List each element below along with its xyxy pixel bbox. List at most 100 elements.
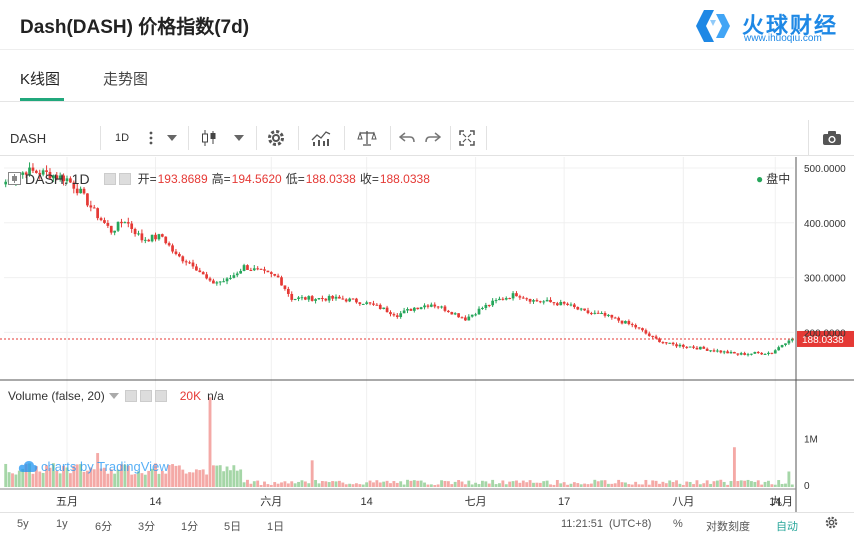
volume-close-icon[interactable] xyxy=(154,390,167,402)
candle-body xyxy=(447,310,450,313)
candle-body xyxy=(303,297,307,300)
camera-icon[interactable] xyxy=(808,120,854,156)
volume-bar xyxy=(569,483,573,487)
volume-eye-icon[interactable] xyxy=(124,390,137,402)
chart-type-dropdown-icon[interactable] xyxy=(228,120,250,156)
candle-body xyxy=(433,304,437,307)
candle-body xyxy=(678,344,682,347)
range-6m[interactable]: 6分 xyxy=(95,521,113,533)
volume-bar xyxy=(419,480,423,487)
candle-body xyxy=(770,352,774,354)
volume-bar xyxy=(140,473,144,487)
candle-body xyxy=(705,348,709,351)
interval-button[interactable]: 1D xyxy=(114,132,130,144)
candle-body xyxy=(528,298,532,302)
fullscreen-icon[interactable] xyxy=(454,120,480,156)
volume-bar xyxy=(320,481,324,487)
candle-body xyxy=(239,270,243,274)
volume-bar xyxy=(726,484,730,487)
candle-body xyxy=(630,324,634,326)
candle-body xyxy=(644,330,648,334)
redo-icon[interactable] xyxy=(420,120,446,156)
volume-bar xyxy=(722,481,726,487)
tab-trend[interactable]: 走势图 xyxy=(103,71,149,88)
volume-bar xyxy=(406,479,409,487)
candle-body xyxy=(739,353,743,355)
volume-bar xyxy=(658,483,661,487)
candle-body xyxy=(160,234,164,237)
page-title: Dash(DASH) 价格指数(7d) xyxy=(20,17,250,38)
candle-body xyxy=(576,307,580,310)
candle-body xyxy=(712,350,716,352)
volume-bar xyxy=(24,464,28,487)
candle-body xyxy=(443,306,447,311)
candle-body xyxy=(297,297,300,299)
candle-body xyxy=(743,353,746,355)
candle-body xyxy=(392,314,396,316)
candle-body xyxy=(92,207,96,209)
percent-toggle[interactable]: % xyxy=(673,518,683,530)
tab-kline[interactable]: K线图 xyxy=(20,71,61,88)
volume-bar xyxy=(51,463,55,487)
volume-bar xyxy=(215,465,219,487)
gear-icon[interactable] xyxy=(825,516,838,532)
candle-body xyxy=(52,175,55,179)
volume-legend: Volume (false, 20) 20K n/a xyxy=(8,389,224,403)
chevron-down-icon[interactable] xyxy=(108,393,119,399)
timezone[interactable]: (UTC+8) xyxy=(609,518,652,530)
volume-bar xyxy=(508,481,512,487)
candle-body xyxy=(716,350,719,352)
tradingview-watermark[interactable]: charts by TradingView xyxy=(18,459,169,474)
candle-body xyxy=(651,335,655,337)
volume-bar xyxy=(120,464,123,487)
toolbar-divider xyxy=(256,126,257,150)
logo-mark-icon xyxy=(696,10,730,42)
candle-body xyxy=(38,172,42,175)
interval-dropdown-icon[interactable] xyxy=(162,120,182,156)
candle-body xyxy=(331,295,334,299)
collapse-legend-icon[interactable] xyxy=(8,172,21,185)
volume-bar xyxy=(596,481,600,487)
volume-bar xyxy=(559,483,563,487)
chart-canvas[interactable]: 188.0338 500.0000 400.0000 300.0000 200.000… xyxy=(0,157,854,512)
active-tab-indicator xyxy=(20,98,64,101)
volume-settings-icon[interactable] xyxy=(139,390,152,402)
range-1y[interactable]: 1y xyxy=(56,518,68,530)
candle-body xyxy=(620,320,624,324)
more-icon[interactable] xyxy=(140,120,162,156)
huoqiu-logo[interactable]: 火球财经 www.ihuoqiu.com xyxy=(694,6,846,46)
candle-body xyxy=(48,171,52,179)
range-1m[interactable]: 1分 xyxy=(181,521,199,533)
candle-body xyxy=(610,314,614,318)
indicators-icon[interactable] xyxy=(304,120,338,156)
candles-icon[interactable] xyxy=(194,120,224,156)
candle-body xyxy=(344,299,348,302)
settings-icon[interactable] xyxy=(260,120,292,156)
candle-body xyxy=(62,175,65,182)
volume-bar xyxy=(511,481,515,487)
range-3m[interactable]: 3分 xyxy=(138,521,156,533)
volume-bar xyxy=(358,484,362,487)
eye-icon[interactable] xyxy=(103,172,116,185)
close-label: 收= xyxy=(359,172,379,186)
legend-settings-icon[interactable] xyxy=(118,172,131,185)
range-1d[interactable]: 1日 xyxy=(267,521,285,533)
auto-scale-toggle[interactable]: 自动 xyxy=(776,521,798,533)
volume-bar xyxy=(487,483,491,487)
log-scale-toggle[interactable]: 对数刻度 xyxy=(706,521,750,533)
candle-body xyxy=(130,223,134,229)
range-5d[interactable]: 5日 xyxy=(224,521,242,533)
compare-icon[interactable] xyxy=(350,120,384,156)
undo-icon[interactable] xyxy=(394,120,420,156)
candle-body xyxy=(409,309,413,311)
volume-bar xyxy=(624,482,627,487)
volume-bar xyxy=(194,469,198,487)
price-chart[interactable]: 188.0338 500.0000 400.0000 300.0000 200.000… xyxy=(0,157,854,512)
toolbar-divider xyxy=(390,126,391,150)
candle-body xyxy=(698,346,702,350)
volume-bar xyxy=(208,397,212,487)
volume-bar xyxy=(154,463,157,487)
candle-body xyxy=(99,218,103,221)
symbol-search-input[interactable]: DASH xyxy=(10,130,47,146)
range-5y[interactable]: 5y xyxy=(17,518,29,530)
